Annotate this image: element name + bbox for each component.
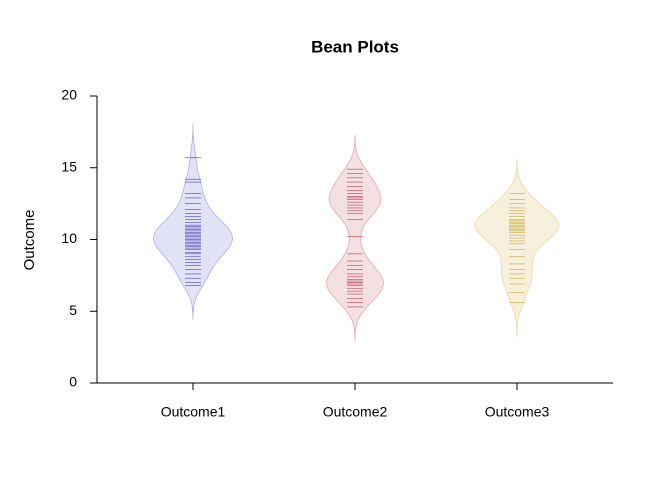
y-axis-label: Outcome bbox=[21, 210, 38, 271]
bean bbox=[153, 123, 233, 320]
y-tick-label: 15 bbox=[61, 158, 77, 174]
y-tick-label: 5 bbox=[69, 302, 77, 318]
x-tick-label: Outcome3 bbox=[485, 404, 550, 420]
x-tick-label: Outcome2 bbox=[323, 404, 388, 420]
chart-title: Bean Plots bbox=[311, 37, 399, 56]
y-tick-label: 20 bbox=[61, 87, 77, 103]
bean bbox=[326, 134, 384, 342]
y-tick-label: 0 bbox=[69, 374, 77, 390]
y-tick-label: 10 bbox=[61, 230, 77, 246]
x-tick-label: Outcome1 bbox=[161, 404, 226, 420]
bean bbox=[474, 159, 560, 338]
